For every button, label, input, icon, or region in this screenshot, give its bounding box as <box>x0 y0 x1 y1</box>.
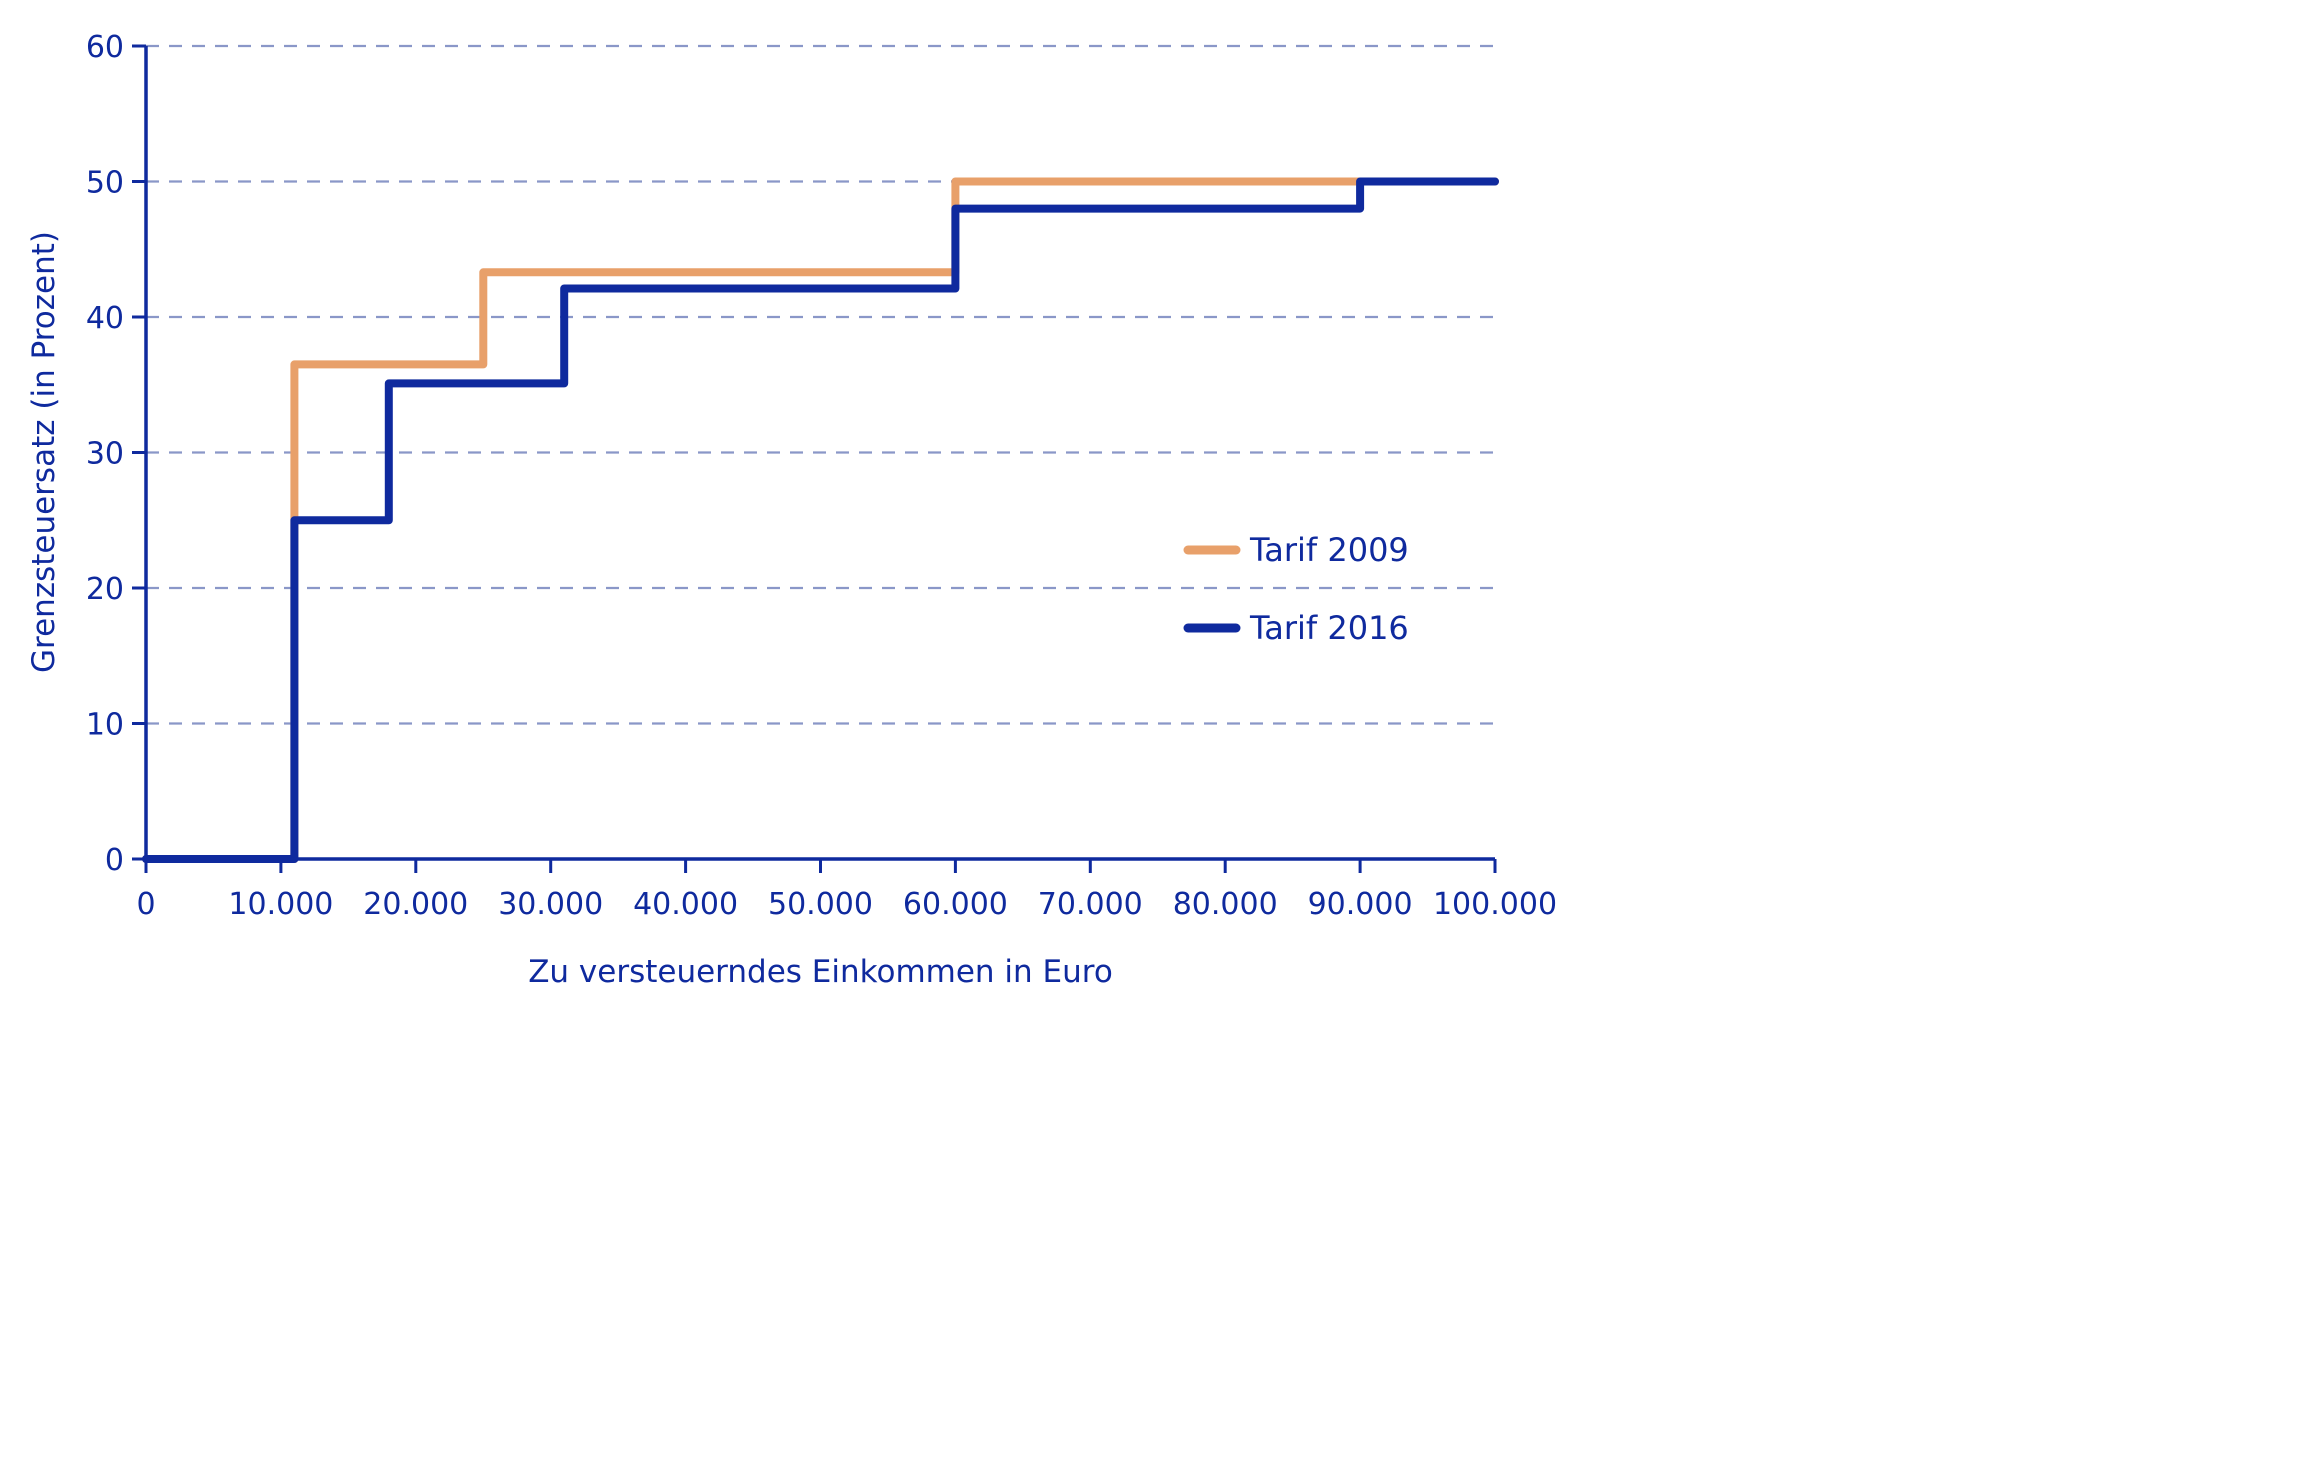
x-tick-label-30000: 30.000 <box>498 887 603 922</box>
y-tick-label-40: 40 <box>86 301 124 336</box>
x-tick-label-20000: 20.000 <box>363 887 468 922</box>
x-tick-label-90000: 90.000 <box>1308 887 1413 922</box>
step-line-chart: 0 10 20 30 40 50 60 0 10.000 20.000 30.000 40.000 50… <box>26 30 1557 990</box>
x-tick-label-0: 0 <box>136 887 155 922</box>
legend-label-tarif-2016: Tarif 2016 <box>1249 609 1409 647</box>
x-tick-label-100000: 100.000 <box>1433 887 1557 922</box>
x-tick-label-40000: 40.000 <box>633 887 738 922</box>
x-tick-label-10000: 10.000 <box>228 887 333 922</box>
y-tick-label-30: 30 <box>86 437 124 472</box>
series-line-tarif-2016 <box>142 177 1499 863</box>
y-tick-label-20: 20 <box>86 572 124 607</box>
y-axis-title: Grenzsteuersatz (in Prozent) <box>26 231 62 673</box>
legend: Tarif 2009 Tarif 2016 <box>1183 531 1409 647</box>
y-tick-label-10: 10 <box>86 708 124 743</box>
x-tick-label-80000: 80.000 <box>1173 887 1278 922</box>
ticks: 0 10 20 30 40 50 60 0 10.000 20.000 30.000 40.000 50… <box>86 30 1557 922</box>
y-tick-label-50: 50 <box>86 166 124 201</box>
x-tick-label-50000: 50.000 <box>768 887 873 922</box>
x-tick-label-70000: 70.000 <box>1038 887 1143 922</box>
y-tick-label-0: 0 <box>105 843 124 878</box>
x-axis-title: Zu versteuerndes Einkommen in Euro <box>528 954 1113 990</box>
series-layer <box>142 177 1499 863</box>
x-tick-label-60000: 60.000 <box>903 887 1008 922</box>
y-tick-label-60: 60 <box>86 30 124 65</box>
grid-lines <box>146 44 1495 725</box>
legend-label-tarif-2009: Tarif 2009 <box>1249 531 1409 569</box>
